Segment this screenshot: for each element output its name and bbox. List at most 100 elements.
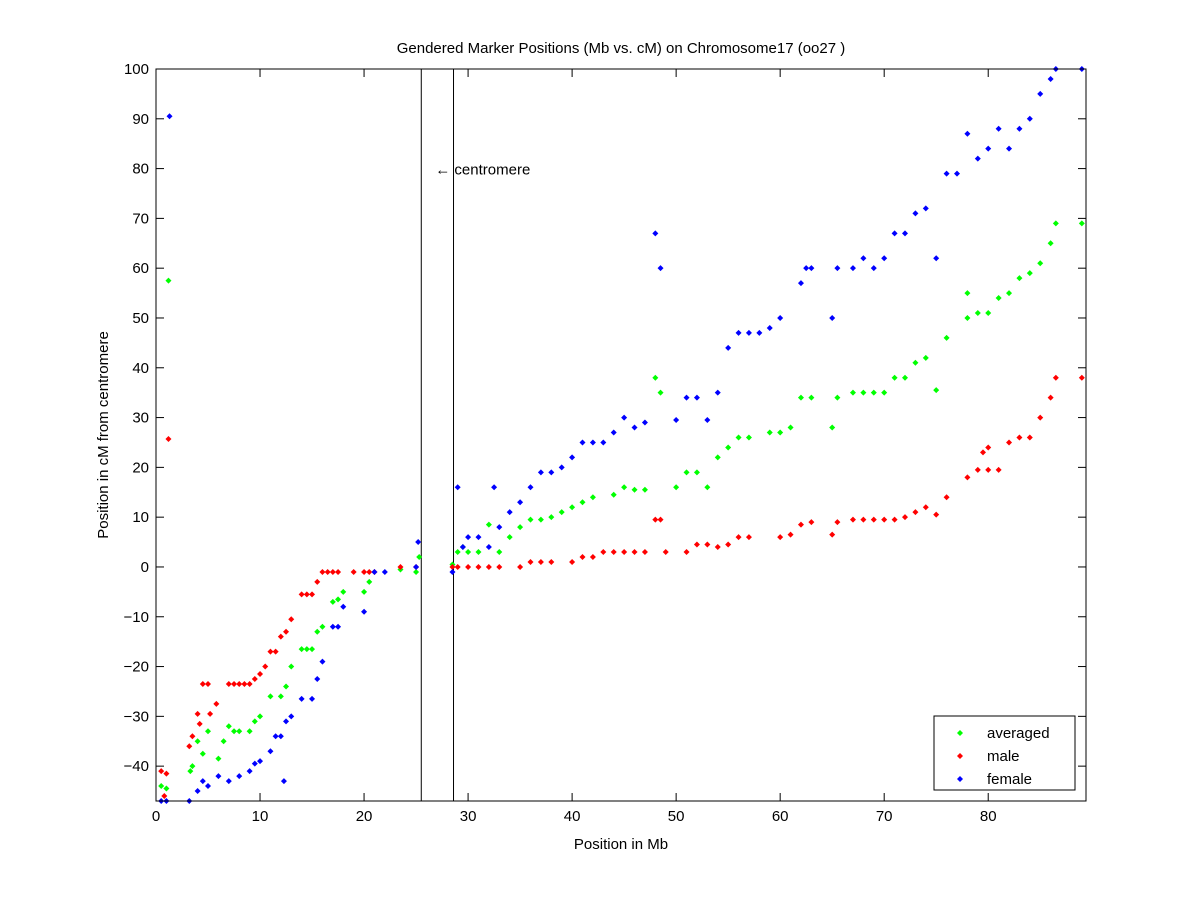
female-point bbox=[166, 113, 173, 120]
female-point bbox=[1037, 90, 1044, 97]
averaged-point bbox=[808, 394, 815, 401]
male-point bbox=[901, 514, 908, 521]
averaged-point bbox=[506, 534, 513, 541]
averaged-point bbox=[361, 588, 368, 595]
female-point bbox=[527, 484, 534, 491]
female-point bbox=[704, 417, 711, 424]
male-point bbox=[186, 743, 193, 750]
female-point bbox=[714, 389, 721, 396]
male-point bbox=[361, 568, 368, 575]
male-point bbox=[231, 680, 238, 687]
averaged-point bbox=[283, 683, 290, 690]
female-point bbox=[641, 419, 648, 426]
averaged-point bbox=[215, 755, 222, 762]
male-point bbox=[196, 720, 203, 727]
male-point bbox=[496, 563, 503, 570]
legend-label-female: female bbox=[987, 771, 1032, 788]
y-tick-label: 30 bbox=[132, 410, 149, 427]
female-point bbox=[236, 773, 243, 780]
male-point bbox=[1026, 434, 1033, 441]
averaged-point bbox=[465, 549, 472, 556]
male-point bbox=[787, 531, 794, 538]
female-point bbox=[459, 544, 466, 551]
averaged-point bbox=[194, 738, 201, 745]
male-point bbox=[454, 563, 461, 570]
y-tick-label: 0 bbox=[141, 559, 149, 576]
female-point bbox=[933, 255, 940, 262]
male-point bbox=[589, 554, 596, 560]
male-point bbox=[600, 549, 607, 556]
female-point bbox=[215, 773, 222, 780]
male-point bbox=[860, 516, 867, 523]
averaged-point bbox=[922, 354, 929, 361]
x-tick-label: 20 bbox=[356, 808, 373, 825]
female-point bbox=[579, 439, 586, 446]
averaged-point bbox=[199, 750, 206, 757]
male-point bbox=[257, 671, 264, 678]
male-point bbox=[350, 568, 357, 575]
female-point bbox=[589, 439, 596, 446]
y-tick-label: 50 bbox=[132, 310, 149, 327]
y-tick-label: −10 bbox=[124, 609, 149, 626]
male-point bbox=[891, 516, 898, 523]
female-point bbox=[834, 265, 841, 272]
averaged-point bbox=[621, 484, 628, 491]
female-point bbox=[621, 414, 628, 421]
male-point bbox=[662, 549, 669, 556]
male-point bbox=[236, 680, 243, 687]
x-tick-label: 80 bbox=[980, 808, 997, 825]
female-point bbox=[974, 155, 981, 162]
averaged-point bbox=[298, 646, 305, 653]
averaged-point bbox=[366, 578, 373, 585]
averaged-point bbox=[413, 568, 420, 575]
legend-box bbox=[933, 715, 1076, 791]
averaged-point bbox=[1016, 275, 1023, 282]
male-point bbox=[985, 466, 992, 473]
male-point bbox=[298, 591, 305, 598]
averaged-point bbox=[725, 444, 732, 451]
averaged-point bbox=[777, 429, 784, 436]
averaged-point bbox=[860, 389, 867, 396]
y-tick-label: −30 bbox=[124, 708, 149, 725]
averaged-point bbox=[314, 628, 321, 635]
male-point bbox=[283, 628, 290, 635]
female-point bbox=[922, 205, 929, 212]
y-tick-label: 80 bbox=[132, 161, 149, 178]
male-point bbox=[165, 435, 172, 442]
male-point bbox=[985, 444, 992, 451]
male-point bbox=[251, 676, 258, 682]
female-point bbox=[901, 230, 908, 237]
averaged-point bbox=[329, 598, 336, 605]
female-point bbox=[657, 265, 664, 272]
male-point bbox=[652, 516, 659, 523]
male-point bbox=[610, 549, 617, 556]
x-tick-label: 30 bbox=[460, 808, 477, 825]
male-point bbox=[1037, 414, 1044, 421]
male-point bbox=[397, 563, 404, 570]
averaged-point bbox=[496, 549, 503, 556]
female-point bbox=[449, 568, 456, 575]
averaged-point bbox=[673, 484, 680, 491]
female-point bbox=[912, 210, 919, 217]
averaged-point bbox=[319, 623, 326, 630]
female-point bbox=[225, 778, 232, 785]
averaged-point bbox=[165, 277, 172, 284]
averaged-point bbox=[288, 663, 295, 670]
female-point bbox=[860, 255, 867, 262]
female-point bbox=[491, 484, 498, 491]
male-point bbox=[569, 558, 576, 565]
male-point bbox=[881, 516, 888, 523]
male-point bbox=[943, 494, 950, 501]
male-point bbox=[995, 466, 1002, 473]
x-tick-label: 40 bbox=[564, 808, 581, 825]
plot-area-frame bbox=[155, 68, 1087, 802]
averaged-point bbox=[257, 713, 264, 720]
female-point bbox=[205, 783, 212, 790]
male-point bbox=[158, 768, 165, 775]
x-tick-label: 50 bbox=[668, 808, 685, 825]
female-point bbox=[361, 608, 368, 615]
averaged-point bbox=[912, 359, 919, 366]
averaged-point bbox=[1052, 220, 1059, 227]
female-point bbox=[517, 499, 524, 506]
